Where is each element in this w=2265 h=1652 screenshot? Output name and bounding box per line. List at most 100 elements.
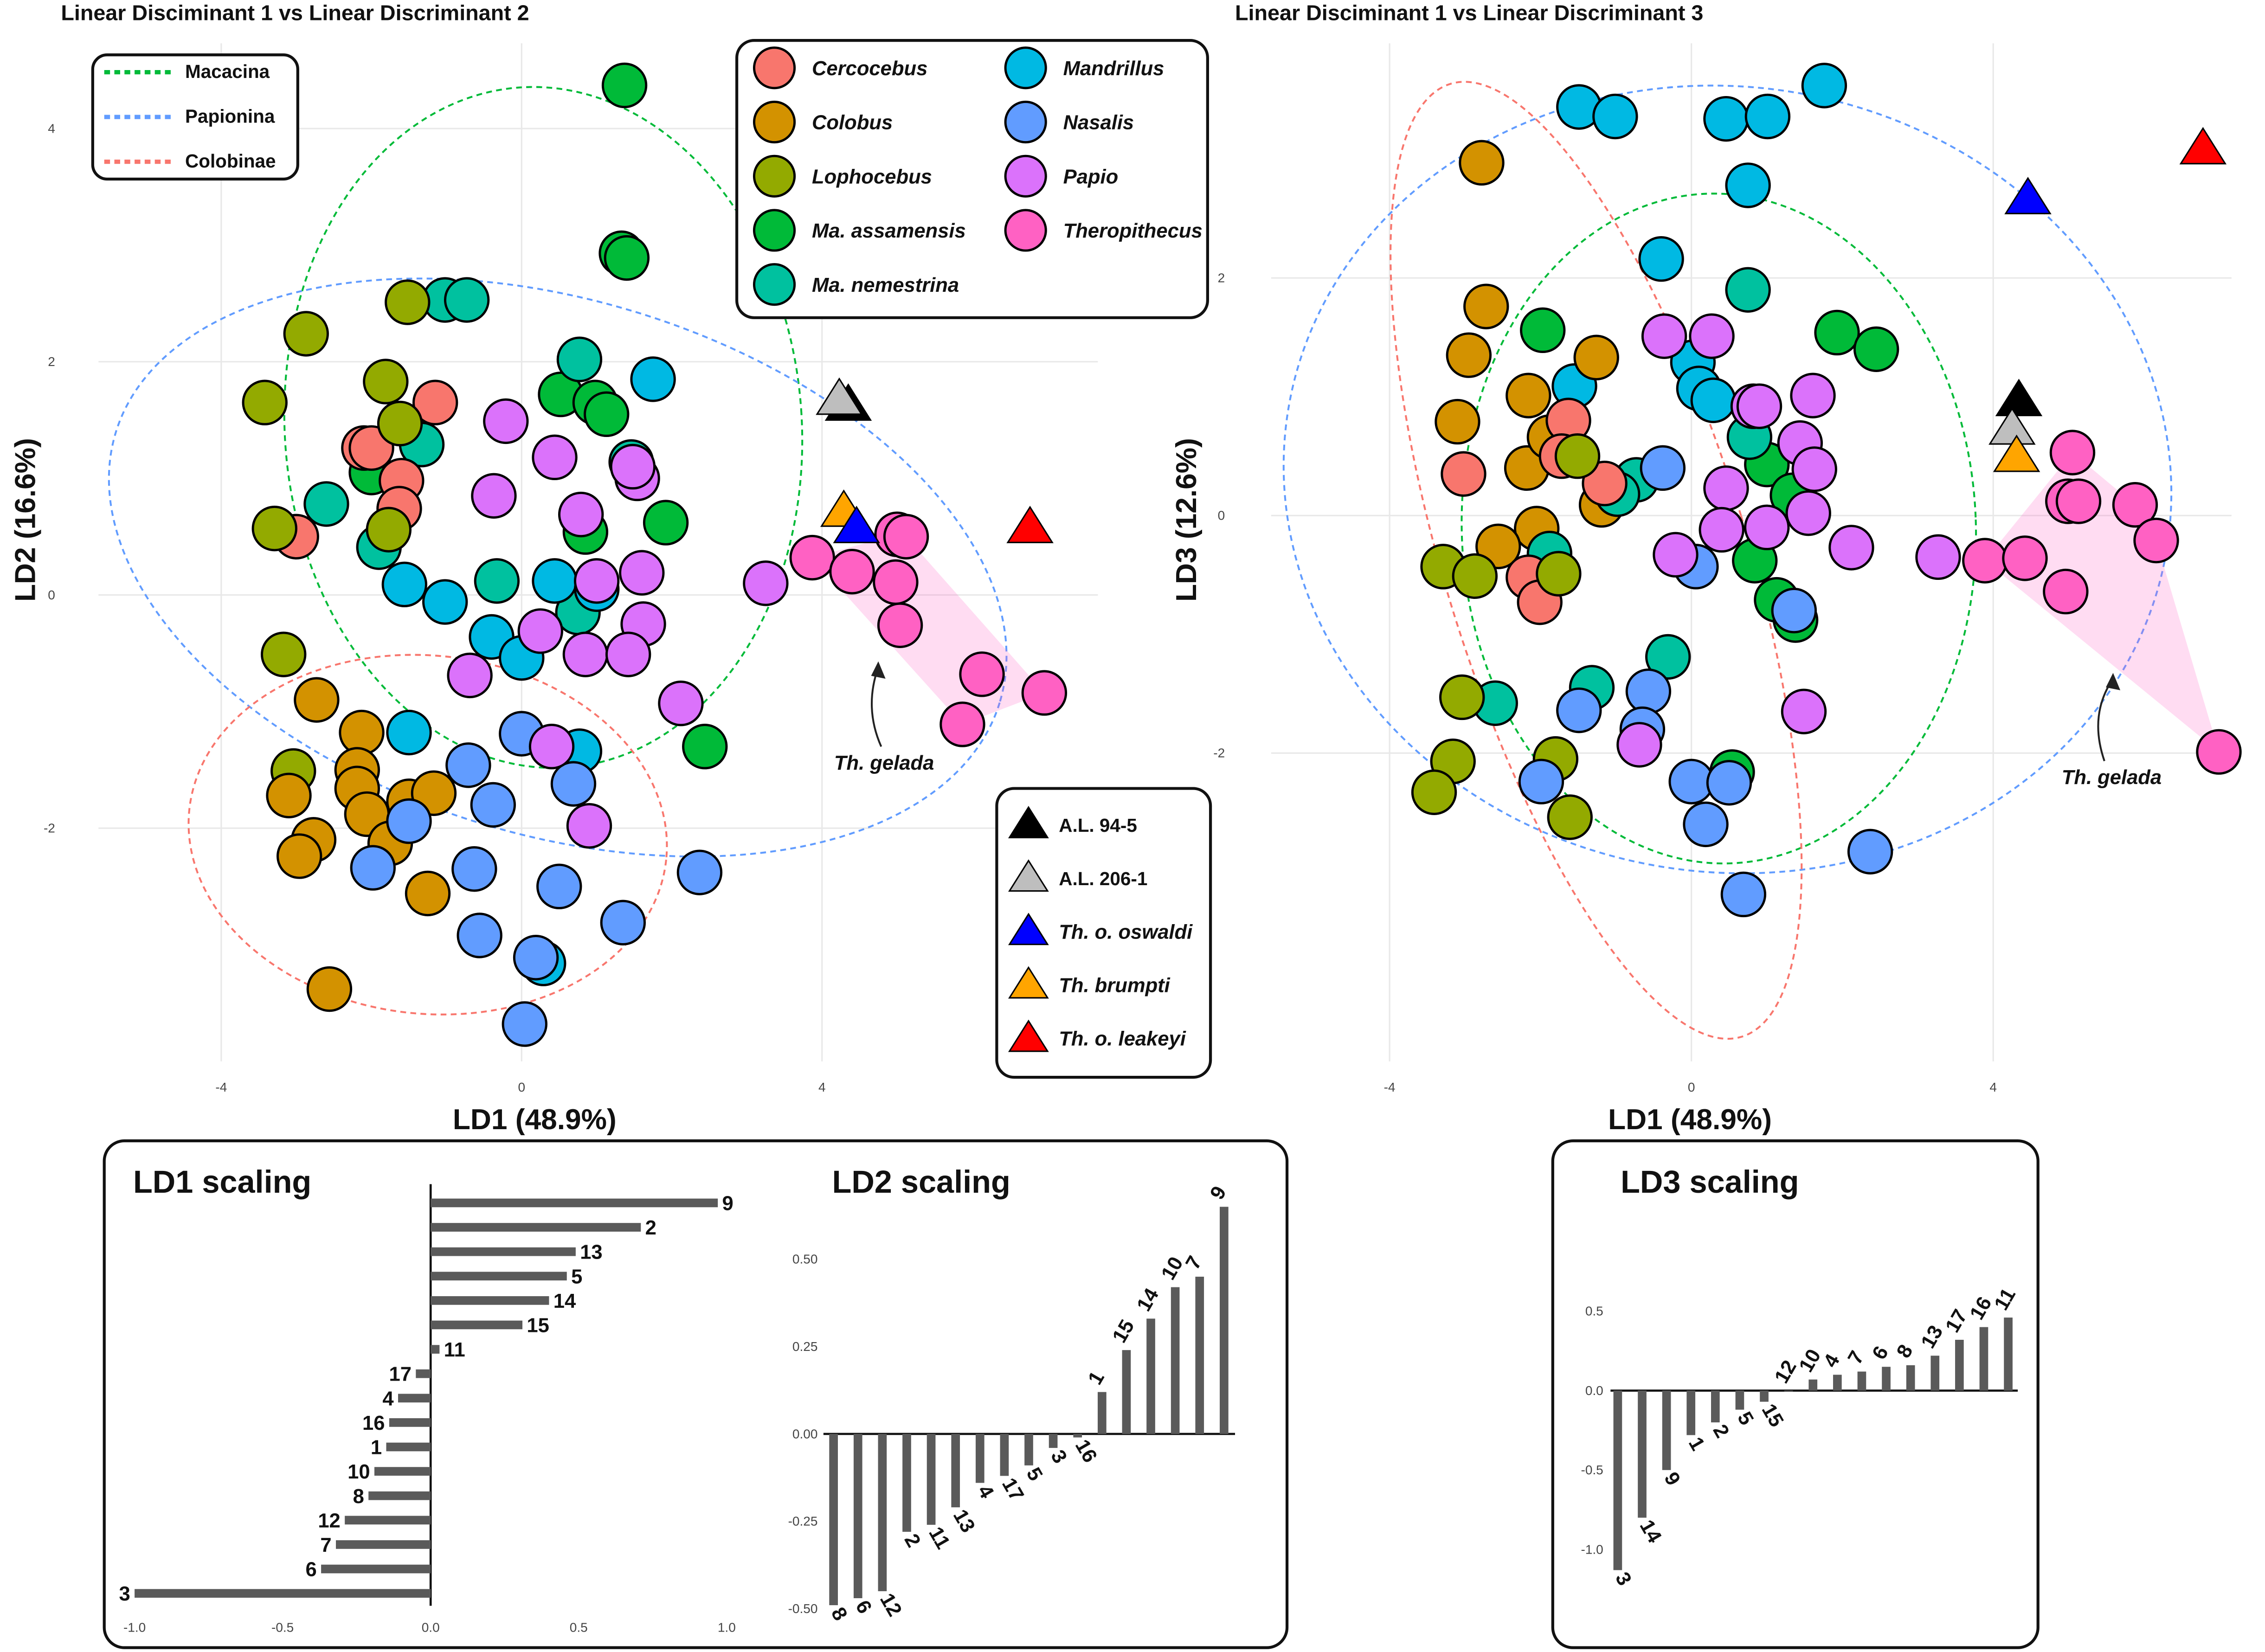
bar-var-5 xyxy=(1735,1390,1744,1410)
point-colobus xyxy=(1435,399,1480,445)
ellipse-colobinae xyxy=(187,654,668,1016)
bar-var-9 xyxy=(1662,1390,1671,1470)
y-tick-label: -2 xyxy=(1213,746,1225,760)
bar-var-3 xyxy=(1049,1433,1058,1448)
bar-var-14 xyxy=(1146,1318,1155,1434)
x-tick-label: -1.0 xyxy=(123,1620,146,1634)
bar-label: 15 xyxy=(527,1315,549,1337)
fossil-th-o-leakeyi-marker xyxy=(2179,127,2227,165)
point-papio xyxy=(1689,313,1735,359)
bar-var-10 xyxy=(1171,1287,1180,1434)
point-lophocebus xyxy=(1554,433,1601,479)
legend-label-papio: Papio xyxy=(1063,166,1119,188)
point-nasalis xyxy=(1518,759,1564,804)
chart-title: LD1 scaling xyxy=(133,1164,311,1200)
point-ma-assamensis xyxy=(1853,326,1899,373)
y-tick-label: 0.25 xyxy=(792,1339,817,1354)
point-nasalis xyxy=(386,798,432,844)
point-ma-assamensis xyxy=(1520,307,1566,354)
point-ma-assamensis xyxy=(604,235,650,281)
point-papio xyxy=(1828,525,1874,571)
bar-var-11 xyxy=(431,1345,440,1354)
point-papio xyxy=(1791,446,1837,492)
point-lophocebus xyxy=(1439,674,1485,720)
point-mandrillus xyxy=(630,356,676,402)
point-lophocebus xyxy=(261,631,307,677)
bar-var-14 xyxy=(431,1296,549,1305)
point-mandrillus xyxy=(422,579,468,625)
point-theropithecus xyxy=(2196,729,2242,775)
bar-var-8 xyxy=(829,1433,838,1606)
ellipse-macacina xyxy=(283,86,804,769)
point-theropithecus xyxy=(2112,482,2158,528)
legend-swatch-ma-assamensis xyxy=(753,209,796,252)
bar-var-4 xyxy=(975,1433,985,1483)
point-papio xyxy=(1781,688,1827,734)
point-lophocebus xyxy=(1547,794,1593,840)
point-nasalis xyxy=(451,846,497,892)
x-axis-label: LD1 (48.9%) xyxy=(453,1104,617,1136)
point-theropithecus xyxy=(877,602,923,648)
bar-label: 16 xyxy=(362,1412,385,1434)
annotation-arrowhead-icon xyxy=(2106,673,2121,690)
point-nasalis xyxy=(1640,445,1686,491)
y-axis-label: LD3 (12.6%) xyxy=(1171,438,1203,602)
bar-label: 13 xyxy=(580,1241,602,1264)
fossil-th-o-oswaldi-marker xyxy=(833,506,880,543)
point-ma-nemestrina xyxy=(556,336,603,382)
legend-triangle-th-o-leakeyi xyxy=(1008,1019,1049,1052)
point-papio xyxy=(1790,373,1836,418)
point-theropithecus xyxy=(829,549,875,595)
point-colobus xyxy=(266,772,312,818)
point-ma-nemestrina xyxy=(1725,267,1771,313)
bar-label: 12 xyxy=(318,1510,340,1532)
bar-var-5 xyxy=(1024,1433,1033,1466)
bar-label: 4 xyxy=(382,1388,393,1410)
bar-var-8 xyxy=(1906,1365,1915,1391)
bar-label: 8 xyxy=(353,1485,364,1508)
bar-var-16 xyxy=(1979,1327,1988,1391)
point-nasalis xyxy=(502,1001,547,1047)
fossil-th-o-oswaldi-marker xyxy=(2004,177,2052,214)
point-cercocebus xyxy=(1441,451,1486,497)
point-nasalis xyxy=(676,849,723,895)
point-papio xyxy=(471,473,517,519)
scaling-box-ld3 xyxy=(1551,1139,2040,1649)
point-colobus xyxy=(405,870,451,917)
bar-var-9 xyxy=(1220,1207,1229,1434)
bar-var-15 xyxy=(1122,1350,1131,1434)
point-colobus xyxy=(1446,332,1492,378)
x-axis-label: LD1 (48.9%) xyxy=(1608,1104,1772,1136)
point-papio xyxy=(528,724,575,770)
point-ma-nemestrina xyxy=(444,277,490,323)
point-mandrillus xyxy=(1725,162,1771,208)
point-papio xyxy=(532,434,578,481)
species-legend-box xyxy=(735,39,1209,319)
legends: Macacina Papionina Colobinae Cercocebus Colo… xyxy=(91,39,1212,1079)
bar-var-10 xyxy=(1808,1379,1818,1391)
legend-swatch-mandrillus xyxy=(1004,46,1047,90)
legend-label-ma-assamensis: Ma. assamensis xyxy=(812,220,966,242)
legend-label-th-o-leakeyi: Th. o. leakeyi xyxy=(1059,1028,1186,1050)
bar-var-17 xyxy=(416,1369,431,1378)
point-lophocebus xyxy=(242,379,288,425)
y-tick-label: 2 xyxy=(1218,271,1225,285)
legend-swatch-lophocebus xyxy=(753,154,796,198)
point-mandrillus xyxy=(1638,236,1684,282)
chart-title: Linear Disciminant 1 vs Linear Discrimin… xyxy=(1235,1,1703,25)
legend-swatch-ma-nemestrina xyxy=(753,263,796,306)
point-lophocebus xyxy=(366,507,412,553)
point-mandrillus xyxy=(1801,63,1847,109)
point-papio xyxy=(1785,490,1831,536)
y-tick-label: 4 xyxy=(48,121,55,135)
point-ma-assamensis xyxy=(584,391,630,437)
annotation-arrowhead-icon xyxy=(871,661,886,679)
point-nasalis xyxy=(1720,871,1767,918)
point-nasalis xyxy=(1625,668,1672,714)
point-papio xyxy=(610,444,656,490)
y-tick-label: 0.00 xyxy=(792,1427,817,1441)
bar-var-2 xyxy=(431,1223,641,1232)
bar-var-17 xyxy=(1955,1340,1964,1391)
legend-triangle-th-o-oswaldi xyxy=(1008,913,1049,945)
